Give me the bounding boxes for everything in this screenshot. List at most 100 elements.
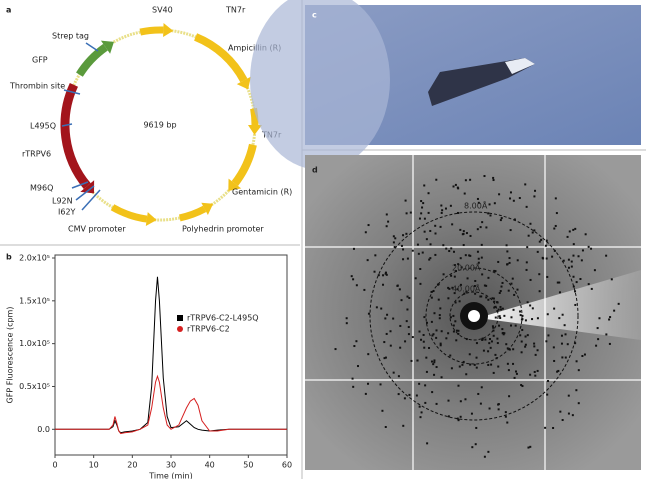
feature-arrow xyxy=(80,180,95,194)
diffraction-spot xyxy=(418,330,421,333)
diffraction-spot xyxy=(596,327,599,330)
diffraction-spot xyxy=(470,412,473,415)
diffraction-spot xyxy=(520,340,523,343)
diffraction-spot xyxy=(560,334,563,337)
diffraction-spot xyxy=(480,386,483,389)
feature-arc xyxy=(76,43,108,77)
diffraction-spot xyxy=(493,300,496,303)
diffraction-spot xyxy=(449,354,452,357)
diffraction-spot xyxy=(567,412,570,415)
diffraction-spot xyxy=(402,424,405,427)
diffraction-spot xyxy=(492,176,495,179)
diffraction-spot xyxy=(496,337,499,340)
diffraction-spot xyxy=(563,324,566,327)
diffraction-spot xyxy=(515,372,518,375)
series-line xyxy=(55,276,287,434)
diffraction-spot xyxy=(577,402,580,405)
diffraction-spot xyxy=(608,342,611,345)
diffraction-spot xyxy=(422,333,425,336)
diffraction-spot xyxy=(403,397,406,400)
diffraction-spot xyxy=(572,285,575,288)
diffraction-spot xyxy=(415,394,418,397)
diffraction-spot xyxy=(584,233,587,236)
diffraction-spot xyxy=(452,324,455,327)
diffraction-spot xyxy=(458,300,461,303)
legend-marker xyxy=(177,326,183,332)
diffraction-spot xyxy=(609,316,612,319)
diffraction-spot xyxy=(440,211,443,214)
diffraction-spot xyxy=(476,250,479,253)
diffraction-spot xyxy=(553,359,556,362)
diffraction-spot xyxy=(459,228,462,231)
diffraction-spot xyxy=(466,277,469,280)
diffraction-spot xyxy=(506,421,509,424)
diffraction-spot xyxy=(526,246,529,249)
diffraction-spot xyxy=(485,284,488,287)
diffraction-spot xyxy=(426,442,429,445)
diffraction-spot xyxy=(499,219,502,222)
diffraction-spot xyxy=(447,415,450,418)
diffraction-spot xyxy=(420,200,423,203)
diffraction-spot xyxy=(534,189,537,192)
diffraction-spot xyxy=(394,237,397,240)
diffraction-spot xyxy=(524,183,527,186)
diffraction-spot xyxy=(577,255,580,258)
diffraction-spot xyxy=(513,293,516,296)
diffraction-spot xyxy=(367,382,370,385)
diffraction-spot xyxy=(492,334,495,337)
diffraction-spot xyxy=(560,342,563,345)
diffraction-spot xyxy=(477,201,480,204)
diffraction-spot xyxy=(499,316,502,319)
diffraction-spot xyxy=(406,257,409,260)
diffraction-spot xyxy=(484,338,487,341)
diffraction-spot xyxy=(495,357,498,360)
diffraction-spot xyxy=(483,175,486,178)
diffraction-spot xyxy=(545,257,548,260)
diffraction-spot xyxy=(464,254,467,257)
diffraction-spot xyxy=(574,342,577,345)
diffraction-spot xyxy=(498,315,501,318)
diffraction-spot xyxy=(420,212,423,215)
diffraction-spot xyxy=(485,296,488,299)
diffraction-spot xyxy=(417,252,420,255)
diffraction-spot xyxy=(483,284,486,287)
x-tick-label: 30 xyxy=(166,461,176,470)
diffraction-spot xyxy=(425,370,428,373)
diffraction-spot xyxy=(514,324,517,327)
diffraction-spot xyxy=(450,274,453,277)
diffraction-spot xyxy=(492,297,495,300)
diffraction-spot xyxy=(447,332,450,335)
diffraction-spot xyxy=(462,244,465,247)
diffraction-spot xyxy=(595,344,598,347)
diffraction-spot xyxy=(447,399,450,402)
feature-arrow xyxy=(248,125,262,135)
site-markers xyxy=(61,42,101,211)
diffraction-spot xyxy=(570,260,573,263)
diffraction-spot xyxy=(506,362,509,365)
feature-arc xyxy=(139,26,164,36)
diffraction-spot xyxy=(605,254,608,257)
diffraction-spot xyxy=(424,401,427,404)
diffraction-spot xyxy=(554,197,557,200)
diffraction-spot xyxy=(510,316,513,319)
diffraction-spot xyxy=(499,308,502,311)
diffraction-spot xyxy=(469,254,472,257)
diffraction-spot xyxy=(477,392,480,395)
diffraction-spot xyxy=(546,313,549,316)
diffraction-spot xyxy=(377,274,380,277)
diffraction-spot xyxy=(355,284,358,287)
diffraction-spot xyxy=(423,230,426,233)
diffraction-spot xyxy=(451,223,454,226)
feature-arrow xyxy=(100,40,114,54)
diffraction-spot xyxy=(480,256,483,259)
diffraction-spot xyxy=(435,366,438,369)
diffraction-spot xyxy=(367,312,370,315)
diffraction-spot xyxy=(525,261,528,264)
diffraction-spot xyxy=(408,393,411,396)
diffraction-spot xyxy=(567,266,570,269)
diffraction-spot xyxy=(482,349,485,352)
diffraction-spot xyxy=(398,288,401,291)
diffraction-spot xyxy=(488,203,491,206)
diffraction-spot xyxy=(575,389,578,392)
